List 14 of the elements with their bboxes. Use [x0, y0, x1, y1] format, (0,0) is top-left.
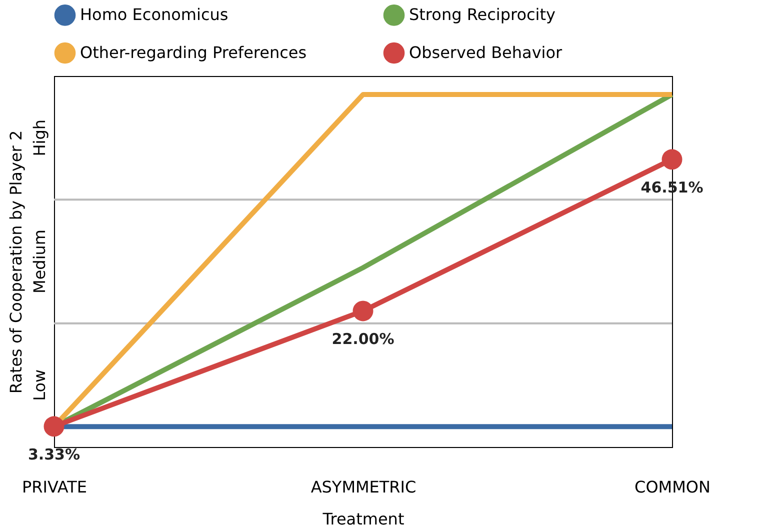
x-tick-label: PRIVATE — [22, 478, 87, 496]
text: High — [30, 119, 49, 156]
data-label: 22.00% — [332, 330, 394, 348]
text: Medium — [30, 230, 49, 294]
x-tick-label: ASYMMETRIC — [310, 478, 416, 496]
x-axis-title: Treatment — [322, 510, 404, 528]
legend-label: Strong Reciprocity — [409, 5, 556, 24]
data-label: 3.33% — [28, 445, 80, 464]
legend-label: Homo Economicus — [80, 5, 228, 24]
y-axis-title: Rates of Cooperation by Player 2 — [6, 130, 26, 394]
legend-label: Other-regarding Preferences — [80, 43, 307, 62]
legend-label: Observed Behavior — [409, 43, 563, 62]
text: Low — [30, 369, 49, 401]
x-tick-label: COMMON — [634, 478, 710, 496]
